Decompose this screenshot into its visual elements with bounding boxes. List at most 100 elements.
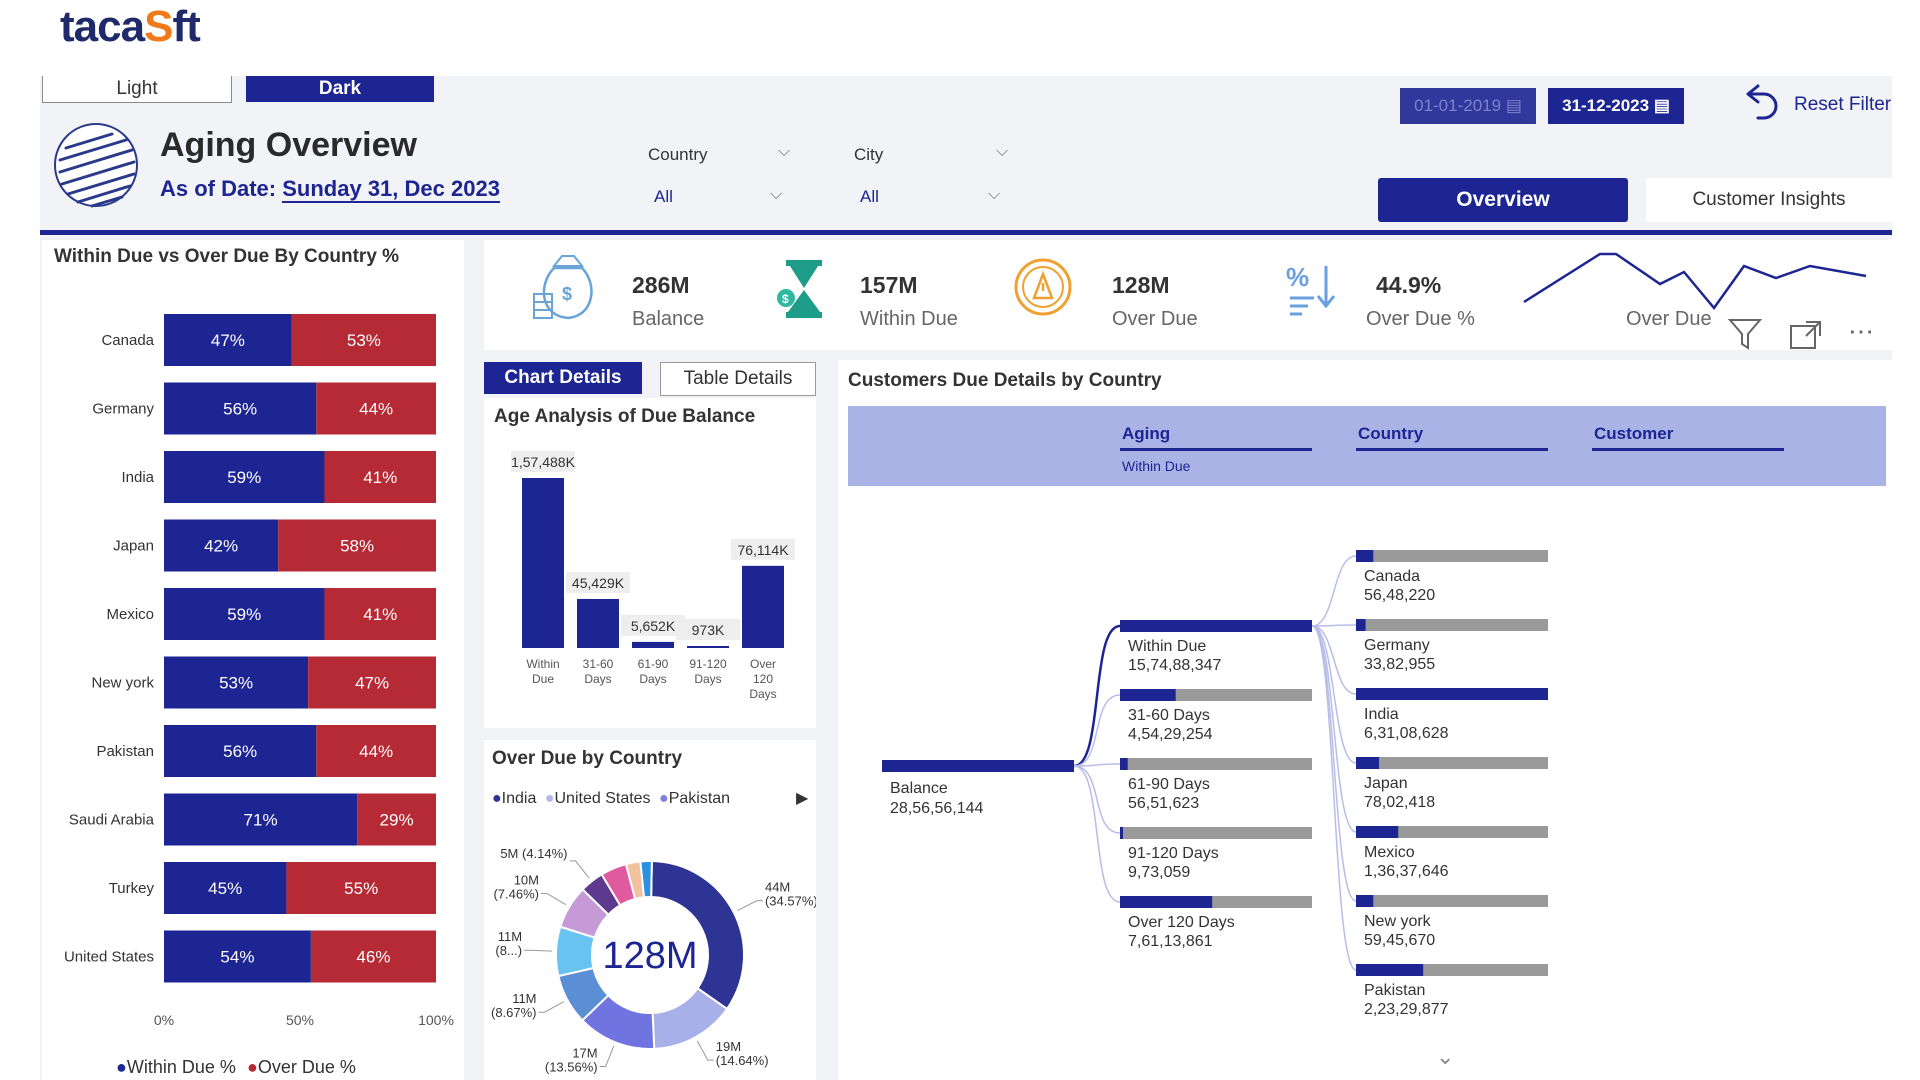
filter-icon[interactable] <box>1726 316 1766 352</box>
aging-bar-fill <box>1120 689 1176 701</box>
age-category-label: Within <box>526 657 559 671</box>
age-category-label: 61-90 <box>638 657 669 671</box>
tree-header-band <box>848 406 1886 486</box>
start-date-picker[interactable]: 01-01-2019 ▤ <box>1400 88 1536 124</box>
dark-theme-button[interactable]: Dark <box>246 76 434 102</box>
country-axis-label: India <box>121 469 154 486</box>
aging-bar-fill <box>1120 827 1123 839</box>
calendar-icon: ▤ <box>1653 96 1670 115</box>
donut-leader-line <box>696 1040 714 1061</box>
aging-node-label: 91-120 Days <box>1128 845 1219 862</box>
country-chart-title: Within Due vs Over Due By Country % <box>54 246 400 267</box>
tree-link <box>1311 625 1357 764</box>
age-category-label: 120 <box>753 672 773 686</box>
country-axis-label: Canada <box>101 332 154 349</box>
aging-node-value: 56,51,623 <box>1128 795 1199 812</box>
age-bar-label-bg <box>676 619 740 640</box>
donut-slice-label: 11M <box>512 991 536 1006</box>
tree-link <box>1073 765 1121 903</box>
over-due-label: 41% <box>363 468 397 487</box>
light-theme-button[interactable]: Light <box>42 76 232 103</box>
country-dropdown[interactable]: All <box>654 187 673 206</box>
end-date-picker[interactable]: 31-12-2023 ▤ <box>1548 88 1684 124</box>
over-due-label: 53% <box>347 331 381 350</box>
aging-node-label: 61-90 Days <box>1128 776 1210 793</box>
overdue-donut-chart: 44M(34.57%)19M(14.64%)17M(13.56%)11M(8.6… <box>491 846 816 1075</box>
tree-title: Customers Due Details by Country <box>848 370 1162 391</box>
within-due-label: 56% <box>223 742 257 761</box>
customer-insights-tab[interactable]: Customer Insights <box>1646 178 1892 222</box>
tree-header-aging[interactable]: Aging <box>1122 424 1171 443</box>
country-axis-label: Saudi Arabia <box>69 812 155 829</box>
chart-details-tab[interactable]: Chart Details <box>484 362 642 394</box>
x-tick-label: 0% <box>154 1012 174 1028</box>
chevron-down-icon[interactable]: ⌵ <box>770 186 783 203</box>
age-bar-label-bg <box>621 614 685 636</box>
calendar-icon: ▤ <box>1505 96 1522 115</box>
tree-header-underline <box>1120 448 1312 451</box>
country-node-label: Germany <box>1364 637 1430 654</box>
city-dropdown[interactable]: All <box>860 187 879 206</box>
chevron-down-icon[interactable]: ⌵ <box>778 143 791 160</box>
donut-slice-label: 19M <box>716 1039 741 1054</box>
country-bar-fill <box>1356 619 1366 631</box>
chevron-down-icon[interactable]: ⌵ <box>996 143 1009 160</box>
aging-node-label: 31-60 Days <box>1128 707 1210 724</box>
country-axis-label: United States <box>64 949 154 966</box>
within-due-label: 45% <box>208 879 242 898</box>
within-due-label: 53% <box>219 674 253 693</box>
focus-mode-icon[interactable] <box>1788 318 1826 352</box>
over-due-label: 46% <box>356 948 390 967</box>
over-due-bar <box>324 588 436 640</box>
within-due-bar <box>164 314 292 366</box>
within-due-label: 56% <box>223 400 257 419</box>
age-bar-label-bg <box>511 451 575 472</box>
age-category-label: Days <box>639 672 666 686</box>
age-bar <box>632 641 674 648</box>
over-due-label: 29% <box>380 811 414 830</box>
as-of-date: As of Date: Sunday 31, Dec 2023 <box>160 176 500 203</box>
country-node-label: Japan <box>1364 775 1408 792</box>
within-due-label: 54% <box>220 948 254 967</box>
within-due-bar <box>164 862 287 914</box>
tree-header-country[interactable]: Country <box>1358 424 1424 443</box>
overview-tab[interactable]: Overview <box>1378 178 1628 222</box>
tree-header-underline <box>1592 448 1784 451</box>
table-details-tab[interactable]: Table Details <box>660 362 816 396</box>
age-bar-label: 76,114K <box>737 542 789 558</box>
more-options-icon[interactable]: ⋯ <box>1848 316 1876 346</box>
over-due-label: 44% <box>359 400 393 419</box>
country-chart-legend: ●Within Due % ●Over Due % <box>116 1057 356 1077</box>
page-title: Aging Overview <box>160 126 417 164</box>
reset-filter-button[interactable]: Reset Filter <box>1794 94 1892 115</box>
aging-bar-track <box>1120 827 1312 839</box>
scroll-down-chevron-icon[interactable]: ⌄ <box>1436 1044 1455 1069</box>
country-axis-label: Germany <box>92 401 154 418</box>
hourglass-icon: $ <box>777 260 822 318</box>
chevron-down-icon[interactable]: ⌵ <box>988 186 1001 203</box>
country-filter-label: Country <box>648 145 708 164</box>
country-axis-label: Mexico <box>106 606 154 623</box>
legend-dot-icon: ● <box>544 790 555 807</box>
tree-link <box>1311 624 1357 627</box>
donut-slice-label: (7.46%) <box>493 886 539 901</box>
tree-header-customer[interactable]: Customer <box>1594 424 1674 443</box>
over-due-label: 55% <box>344 879 378 898</box>
donut-leader-line <box>524 949 553 952</box>
over-due-label: 58% <box>340 537 374 556</box>
legend-dot-icon: ● <box>246 1057 258 1077</box>
country-bar-track <box>1356 895 1548 907</box>
country-node-value: 1,36,37,646 <box>1364 863 1449 880</box>
tree-root-label: Balance <box>890 780 948 797</box>
age-category-label: Due <box>532 672 554 686</box>
kpi-within-due-label: Within Due <box>860 308 958 330</box>
percent-sort-icon: % <box>1286 262 1336 316</box>
donut-slice-label: (14.64%) <box>716 1053 769 1068</box>
country-node-label: Pakistan <box>1364 982 1425 999</box>
country-node-label: New york <box>1364 913 1432 930</box>
country-bar-track <box>1356 550 1548 562</box>
undo-icon[interactable] <box>1738 80 1780 126</box>
aging-node-label: Over 120 Days <box>1128 914 1235 931</box>
tree-link <box>1311 555 1357 627</box>
legend-next-arrow-icon[interactable]: ▶ <box>796 790 809 807</box>
